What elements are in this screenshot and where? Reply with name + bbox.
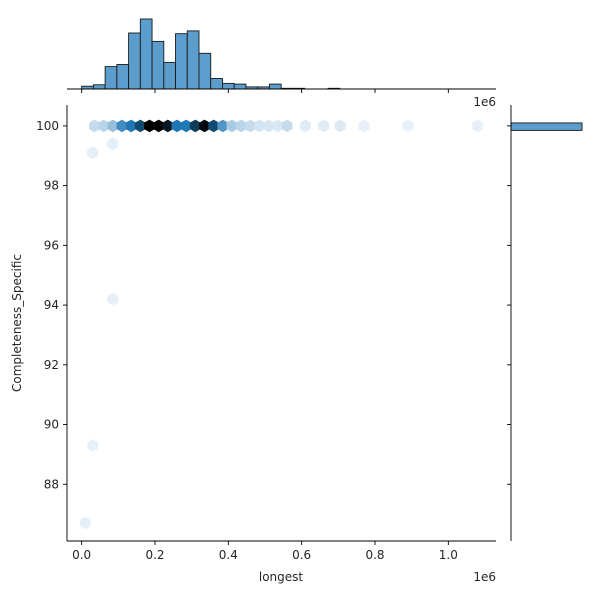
hexbin-13 (208, 119, 220, 133)
x-hist-bar-11 (210, 78, 223, 90)
y-tick-label-5: 98 (44, 179, 59, 193)
hexbin-15 (226, 119, 238, 133)
hexbin-22 (299, 119, 311, 133)
hexbin-12 (199, 119, 210, 133)
hexbin-18 (254, 119, 265, 133)
hexbin-26 (402, 119, 414, 133)
hexbin-29 (107, 137, 119, 151)
hexbin-layer (79, 119, 484, 530)
x-hist-bar-3 (116, 64, 130, 90)
x-hist-bar-12 (222, 82, 235, 90)
y-marginal-histogram (507, 105, 583, 541)
hexbin-1 (98, 119, 110, 133)
hexbin-32 (79, 516, 91, 530)
x-hist-bar-1 (92, 84, 106, 90)
hexbin-23 (318, 119, 330, 133)
x-hist-bar-10 (198, 52, 212, 90)
hexbin-8 (162, 119, 174, 133)
hexbin-17 (244, 119, 256, 133)
hexbin-31 (87, 439, 99, 452)
y-marginal-offset-label: 1e6 (473, 95, 496, 109)
x-hist-bar-4 (128, 32, 141, 90)
hexbin-27 (472, 119, 484, 133)
y-tick-label-2: 92 (44, 358, 59, 372)
hexbin-7 (153, 119, 165, 133)
x-hist-bar-16 (268, 83, 282, 90)
y-tick-label-0: 88 (44, 477, 59, 491)
x-hist-bar-9 (186, 30, 200, 90)
x-tick-label-5: 1.0 (439, 548, 458, 562)
x-tick-label-1: 0.2 (145, 548, 164, 562)
hexbin-2 (107, 119, 119, 133)
x-offset-label: 1e6 (473, 570, 496, 584)
hexbin-21 (281, 119, 293, 133)
hexbin-28 (87, 146, 99, 160)
hexbin-16 (235, 119, 247, 133)
y-tick-label-1: 90 (44, 418, 59, 432)
x-hist-bar-5 (139, 18, 153, 90)
hexbin-4 (125, 119, 137, 133)
hexbin-3 (116, 119, 128, 133)
hexbin-24 (334, 119, 346, 133)
x-tick-label-3: 0.6 (292, 548, 311, 562)
x-tick-label-0: 0.0 (72, 548, 91, 562)
hexbin-25 (358, 119, 370, 133)
x-hist-bar-2 (104, 66, 118, 90)
x-tick-label-4: 0.8 (365, 548, 384, 562)
x-tick-label-2: 0.4 (219, 548, 238, 562)
x-marginal-histogram (67, 18, 496, 93)
x-hist-bar-6 (151, 40, 165, 90)
main-axes: 0.0 0.2 0.4 0.6 0.8 1.0 88 90 92 94 96 98 100 (36, 105, 496, 562)
hexbin-14 (217, 119, 229, 133)
hexbin-9 (171, 119, 183, 133)
x-hist-bar-8 (175, 33, 188, 90)
y-hist-bar-0 (510, 122, 583, 131)
hexbin-0 (89, 119, 100, 133)
hexbin-5 (134, 119, 146, 133)
hexbin-10 (180, 119, 192, 133)
x-hist-bar-13 (233, 83, 247, 90)
hexbin-30 (107, 292, 119, 306)
x-hist-bar-7 (163, 61, 176, 90)
y-tick-label-3: 94 (44, 298, 59, 312)
x-axis-label: longest (259, 570, 304, 584)
hexbin-11 (189, 119, 201, 133)
y-axis-label: Completeness_Specific (10, 254, 24, 392)
y-tick-label-6: 100 (36, 119, 59, 133)
hexbin-20 (272, 119, 284, 133)
hexbin-6 (144, 119, 155, 133)
y-tick-label-4: 96 (44, 238, 59, 252)
hexbin-19 (263, 119, 275, 133)
